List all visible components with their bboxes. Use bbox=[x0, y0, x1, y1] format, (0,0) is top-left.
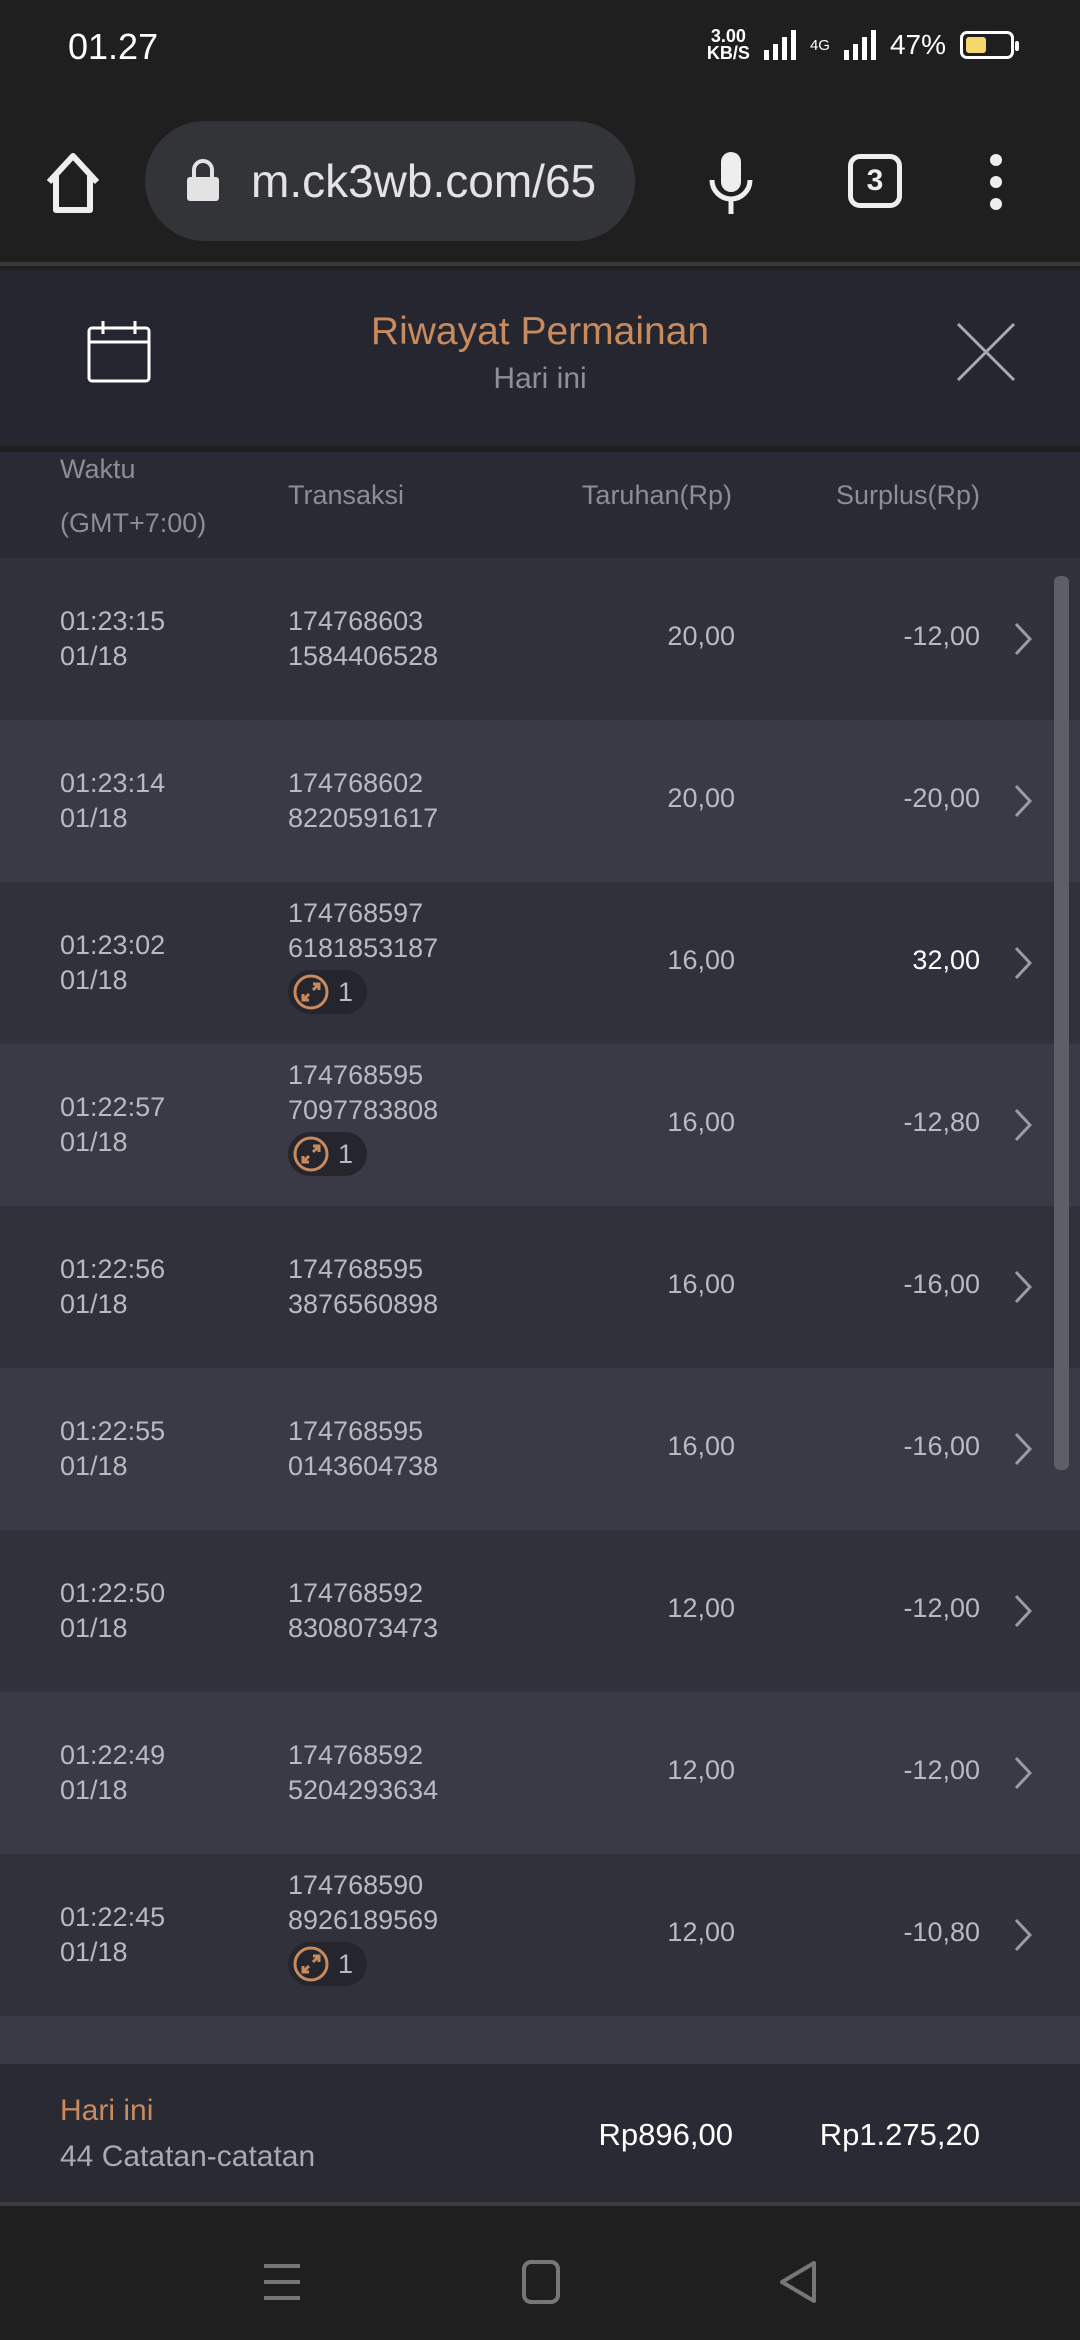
row-surplus: -12,80 bbox=[903, 1107, 980, 1137]
row-transaction: 174768602 8220591617 bbox=[288, 768, 439, 833]
row-time: 01:22:45 01/18 bbox=[60, 1902, 166, 1967]
row-time: 01:22:55 01/18 bbox=[60, 1416, 166, 1481]
chevron-right-icon[interactable] bbox=[1014, 784, 1032, 818]
row-transaction: 174768590 8926189569 1 bbox=[288, 1868, 438, 1992]
row-time: 01:22:49 01/18 bbox=[60, 1740, 166, 1805]
back-icon[interactable] bbox=[778, 2260, 818, 2304]
signal-icon-2 bbox=[843, 30, 876, 60]
chevron-right-icon[interactable] bbox=[1014, 1432, 1032, 1466]
battery-percent: 47% bbox=[889, 29, 946, 60]
row-time: 01:23:02 01/18 bbox=[60, 930, 166, 995]
free-spin-badge: 1 bbox=[288, 1942, 368, 1986]
row-surplus: -20,00 bbox=[903, 783, 980, 813]
column-surplus: Surplus(Rp) bbox=[835, 480, 980, 510]
table-row[interactable]: 01:23:02 01/18 174768597 6181853187 1 16,0… bbox=[0, 882, 1080, 1044]
row-time: 01:22:57 01/18 bbox=[60, 1092, 166, 1157]
table-row[interactable]: 01:22:57 01/18 174768595 7097783808 1 16,0… bbox=[0, 1044, 1080, 1206]
row-bet: 12,00 bbox=[667, 1755, 735, 1785]
summary-label: Hari ini bbox=[60, 2094, 154, 2127]
scrollbar[interactable] bbox=[1054, 576, 1069, 1470]
table-row[interactable]: 01:22:49 01/18 174768592 5204293634 12,00 … bbox=[0, 1692, 1080, 1854]
more-menu-icon[interactable] bbox=[984, 152, 1008, 212]
table-row[interactable]: 01:23:14 01/18 174768602 8220591617 20,00 … bbox=[0, 720, 1080, 882]
status-bar: 01.27 3.00 KB/S 4G 47% bbox=[0, 0, 1080, 100]
battery-icon bbox=[960, 31, 1019, 59]
row-bet: 16,00 bbox=[667, 945, 735, 975]
url-text: m.ck3wb.com/65 bbox=[251, 155, 597, 207]
column-time-zone: (GMT+7:00) bbox=[60, 508, 207, 538]
row-time: 01:22:56 01/18 bbox=[60, 1254, 166, 1319]
network-type: 4G bbox=[809, 36, 830, 54]
chevron-right-icon[interactable] bbox=[1014, 1918, 1032, 1952]
network-speed: 3.00 KB/S bbox=[706, 26, 750, 63]
chevron-right-icon[interactable] bbox=[1014, 622, 1032, 656]
row-surplus: -16,00 bbox=[903, 1269, 980, 1299]
calendar-icon[interactable] bbox=[86, 320, 152, 384]
clock: 01.27 bbox=[68, 26, 159, 67]
row-bet: 16,00 bbox=[667, 1269, 735, 1299]
row-bet: 16,00 bbox=[667, 1107, 735, 1137]
page-header: Riwayat Permainan Hari ini bbox=[0, 270, 1080, 446]
tabs-button[interactable]: 3 bbox=[848, 154, 902, 208]
free-spin-icon bbox=[293, 974, 329, 1010]
column-time: Waktu bbox=[60, 454, 136, 484]
record-count: 44 Catatan-catatan bbox=[60, 2140, 316, 2173]
row-surplus: -16,00 bbox=[903, 1431, 980, 1461]
table-row[interactable]: 01:22:56 01/18 174768595 3876560898 16,00 … bbox=[0, 1206, 1080, 1368]
system-nav-bar bbox=[0, 2210, 1080, 2340]
row-surplus: 32,00 bbox=[912, 945, 980, 975]
row-transaction: 174768595 3876560898 bbox=[288, 1254, 439, 1319]
home-icon[interactable] bbox=[44, 152, 102, 214]
row-bet: 20,00 bbox=[667, 621, 735, 651]
row-transaction: 174768592 5204293634 bbox=[288, 1740, 439, 1805]
chevron-right-icon[interactable] bbox=[1014, 1756, 1032, 1790]
free-spin-icon bbox=[293, 1946, 329, 1982]
row-bet: 16,00 bbox=[667, 1431, 735, 1461]
row-time: 01:23:15 01/18 bbox=[60, 606, 166, 671]
page-title: Riwayat Permainan bbox=[370, 310, 710, 353]
chevron-right-icon[interactable] bbox=[1014, 946, 1032, 980]
row-surplus: -12,00 bbox=[903, 1593, 980, 1623]
table-row-partial bbox=[0, 2016, 1080, 2064]
row-transaction: 174768595 0143604738 bbox=[288, 1416, 439, 1481]
table-row[interactable]: 01:22:55 01/18 174768595 0143604738 16,00 … bbox=[0, 1368, 1080, 1530]
table-header: Waktu (GMT+7:00) Transaksi Taruhan(Rp) S… bbox=[0, 452, 1080, 558]
url-bar[interactable]: m.ck3wb.com/65 bbox=[145, 121, 635, 241]
close-icon[interactable] bbox=[956, 322, 1016, 382]
summary-footer: Hari ini 44 Catatan-catatan Rp896,00 Rp1… bbox=[0, 2064, 1080, 2206]
row-transaction: 174768603 1584406528 bbox=[288, 606, 439, 671]
lock-icon bbox=[187, 159, 219, 201]
table-row[interactable]: 01:22:50 01/18 174768592 8308073473 12,00 … bbox=[0, 1530, 1080, 1692]
row-bet: 20,00 bbox=[667, 783, 735, 813]
row-bet: 12,00 bbox=[667, 1593, 735, 1623]
total-surplus: Rp1.275,20 bbox=[819, 2117, 980, 2152]
free-spin-badge: 1 bbox=[288, 970, 368, 1014]
chevron-right-icon[interactable] bbox=[1014, 1270, 1032, 1304]
chevron-right-icon[interactable] bbox=[1014, 1108, 1032, 1142]
total-bet: Rp896,00 bbox=[598, 2117, 733, 2152]
signal-icon bbox=[763, 30, 796, 60]
free-spin-badge: 1 bbox=[288, 1132, 368, 1176]
table-row[interactable]: 01:22:45 01/18 174768590 8926189569 1 12,0… bbox=[0, 1854, 1080, 2016]
column-transaction: Transaksi bbox=[288, 480, 405, 510]
table-row[interactable]: 01:23:15 01/18 174768603 1584406528 20,00 … bbox=[0, 558, 1080, 720]
chevron-right-icon[interactable] bbox=[1014, 1594, 1032, 1628]
row-surplus: -12,00 bbox=[903, 1755, 980, 1785]
recent-apps-icon[interactable] bbox=[262, 2262, 302, 2302]
microphone-icon[interactable] bbox=[708, 150, 754, 216]
row-transaction: 174768597 6181853187 1 bbox=[288, 896, 438, 1020]
browser-toolbar: m.ck3wb.com/65 3 bbox=[0, 100, 1080, 266]
row-surplus: -12,00 bbox=[903, 621, 980, 651]
free-spin-icon bbox=[293, 1136, 329, 1172]
column-bet: Taruhan(Rp) bbox=[581, 480, 732, 510]
row-surplus: -10,80 bbox=[903, 1917, 980, 1947]
row-transaction: 174768595 7097783808 1 bbox=[288, 1058, 438, 1182]
row-bet: 12,00 bbox=[667, 1917, 735, 1947]
home-nav-icon[interactable] bbox=[522, 2260, 560, 2304]
row-time: 01:23:14 01/18 bbox=[60, 768, 166, 833]
row-time: 01:22:50 01/18 bbox=[60, 1578, 166, 1643]
page-subtitle: Hari ini bbox=[493, 362, 587, 395]
history-list: 01:23:15 01/18 174768603 1584406528 20,00 … bbox=[0, 558, 1080, 2064]
row-transaction: 174768592 8308073473 bbox=[288, 1578, 439, 1643]
